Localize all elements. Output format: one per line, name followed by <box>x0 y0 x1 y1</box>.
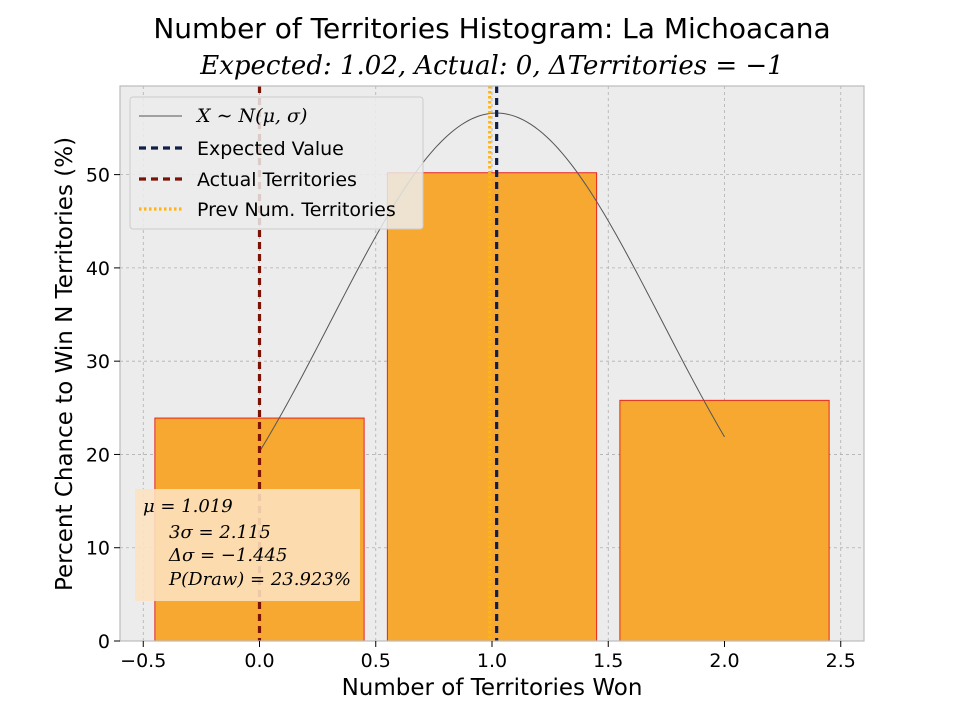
x-tick-label: 1.5 <box>593 650 623 672</box>
x-tick-label: −0.5 <box>120 650 166 672</box>
y-tick-label: 40 <box>86 258 110 280</box>
normal-curve <box>259 112 725 452</box>
x-axis-label: Number of Territories Won <box>342 675 643 701</box>
y-tick-label: 50 <box>86 165 110 187</box>
histogram-bar <box>386 172 598 642</box>
chart-title: Number of Territories Histogram: La Mich… <box>153 12 830 45</box>
legend-label-expected-value: Expected Value <box>197 138 344 160</box>
x-tick-label: 2.0 <box>709 650 739 672</box>
legend-label-actual-territories: Actual Territories <box>197 169 357 191</box>
legend-label-normal-curve: X ∼ N(μ, σ) <box>195 105 307 127</box>
x-tick-label: 1.0 <box>477 650 507 672</box>
normal-curve-line <box>259 112 725 452</box>
stats-three-sigma: 3σ = 2.115 <box>169 522 271 543</box>
legend: X ∼ N(μ, σ) Expected Value Actual Territ… <box>129 96 424 230</box>
stats-p-draw: P(Draw) = 23.923% <box>168 569 351 590</box>
legend-label-prev-territories: Prev Num. Territories <box>197 199 396 221</box>
x-tick-label: 2.5 <box>826 650 856 672</box>
y-tick-label: 30 <box>86 351 110 373</box>
y-tick-label: 10 <box>86 538 110 560</box>
x-tick-label: 0.0 <box>244 650 274 672</box>
x-tick-label: 0.5 <box>361 650 391 672</box>
chart-subtitle: Expected: 1.02, Actual: 0, ΔTerritories … <box>199 51 783 81</box>
histogram-bar <box>619 399 830 642</box>
axis-ticks: −0.5 0.0 0.5 1.0 1.5 2.0 2.5 0 10 20 30 40 50 <box>86 165 856 672</box>
stats-box: μ = 1.019 3σ = 2.115 Δσ = −1.445 P(Draw)… <box>135 489 360 601</box>
stats-mu: μ = 1.019 <box>143 496 233 517</box>
stats-box-background <box>135 489 360 601</box>
legend-box <box>129 96 424 230</box>
y-axis-label: Percent Chance to Win N Territories (%) <box>52 137 78 591</box>
y-tick-label: 0 <box>98 631 110 653</box>
y-tick-label: 20 <box>86 444 110 466</box>
stats-delta-sigma: Δσ = −1.445 <box>168 545 287 566</box>
